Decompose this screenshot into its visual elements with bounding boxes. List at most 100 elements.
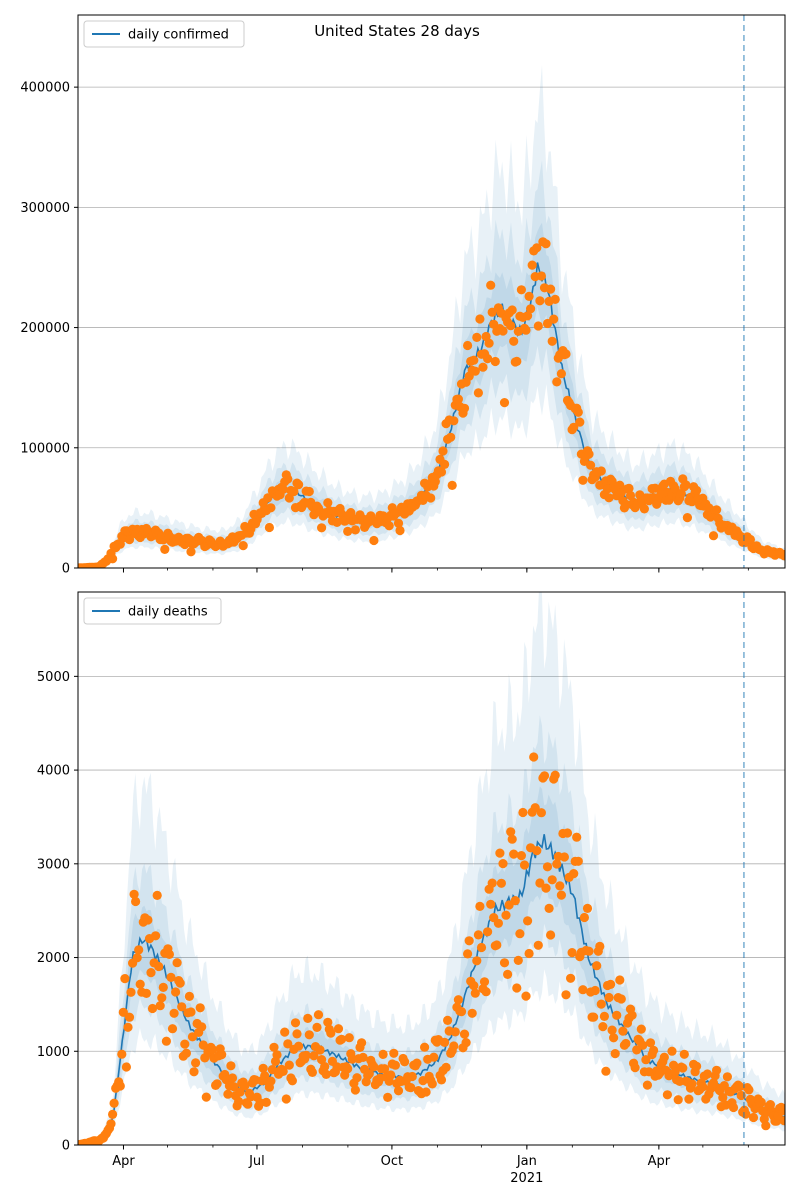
data-point bbox=[533, 940, 543, 950]
data-point bbox=[390, 1060, 400, 1070]
data-point bbox=[778, 1106, 785, 1116]
data-point bbox=[532, 243, 542, 253]
data-point bbox=[261, 1097, 271, 1107]
data-point bbox=[106, 1119, 116, 1129]
data-point bbox=[441, 1062, 451, 1072]
data-point bbox=[117, 1049, 127, 1059]
data-point bbox=[384, 521, 394, 531]
data-point bbox=[470, 366, 480, 376]
data-point bbox=[578, 475, 588, 485]
data-point bbox=[166, 972, 176, 983]
x-tick-year-label: 2021 bbox=[510, 1171, 543, 1186]
data-point bbox=[572, 832, 582, 842]
data-point bbox=[470, 988, 480, 998]
data-point bbox=[440, 1037, 450, 1047]
data-point bbox=[496, 878, 506, 888]
data-point bbox=[172, 958, 182, 968]
data-point bbox=[447, 480, 457, 490]
data-point bbox=[578, 985, 588, 995]
data-point bbox=[429, 1052, 439, 1062]
data-point bbox=[745, 534, 756, 545]
data-point bbox=[461, 1038, 471, 1048]
data-point bbox=[487, 878, 497, 888]
data-point bbox=[722, 1072, 733, 1082]
data-point bbox=[124, 1012, 135, 1022]
data-point bbox=[530, 803, 540, 813]
data-point bbox=[386, 1070, 396, 1080]
data-point bbox=[575, 417, 585, 427]
data-point bbox=[141, 988, 151, 999]
data-point bbox=[313, 1010, 324, 1020]
data-point bbox=[507, 834, 517, 844]
data-point bbox=[493, 918, 503, 928]
data-point bbox=[427, 1079, 437, 1089]
data-point bbox=[604, 992, 614, 1003]
data-point bbox=[358, 1052, 368, 1062]
legend: daily deaths bbox=[83, 597, 222, 625]
data-point bbox=[546, 930, 556, 940]
data-point bbox=[189, 1067, 199, 1077]
y-tick-label: 0 bbox=[62, 1139, 70, 1154]
data-point bbox=[506, 321, 516, 331]
data-point bbox=[547, 336, 557, 346]
data-point bbox=[481, 987, 491, 997]
data-point bbox=[406, 1083, 416, 1093]
data-point bbox=[278, 484, 288, 494]
data-point bbox=[546, 284, 556, 294]
data-point bbox=[258, 1063, 268, 1073]
data-point bbox=[469, 981, 479, 991]
data-point bbox=[566, 973, 576, 983]
data-point bbox=[320, 1062, 330, 1072]
data-point bbox=[495, 848, 505, 858]
data-point bbox=[475, 314, 485, 324]
data-point bbox=[181, 1048, 191, 1058]
data-point bbox=[718, 1092, 728, 1103]
data-point bbox=[177, 1002, 187, 1012]
data-point bbox=[350, 525, 360, 535]
data-point bbox=[627, 1010, 637, 1020]
data-point bbox=[541, 239, 551, 249]
data-point bbox=[450, 1027, 460, 1037]
data-point bbox=[606, 979, 616, 990]
data-point bbox=[698, 1082, 708, 1092]
data-point bbox=[157, 993, 167, 1003]
data-point bbox=[616, 994, 626, 1004]
data-point bbox=[152, 890, 162, 901]
data-point bbox=[120, 974, 130, 984]
data-point bbox=[552, 377, 562, 387]
data-point bbox=[518, 807, 528, 818]
data-point bbox=[524, 948, 534, 959]
data-point bbox=[692, 485, 702, 495]
y-tick-label: 5000 bbox=[37, 670, 70, 685]
data-point bbox=[670, 1067, 680, 1077]
data-point bbox=[197, 1022, 207, 1032]
data-point bbox=[595, 941, 605, 952]
y-tick-label: 0 bbox=[62, 562, 70, 577]
data-point bbox=[164, 949, 174, 960]
data-point bbox=[108, 1109, 118, 1119]
data-point bbox=[438, 446, 448, 456]
data-point bbox=[472, 332, 482, 342]
legend-label: daily confirmed bbox=[128, 28, 229, 43]
data-point bbox=[621, 1038, 631, 1049]
data-point bbox=[536, 271, 547, 281]
data-point bbox=[559, 852, 570, 862]
data-point bbox=[584, 946, 594, 956]
data-point bbox=[673, 1095, 683, 1105]
data-point bbox=[407, 1071, 417, 1082]
data-point bbox=[641, 1055, 651, 1065]
data-point bbox=[337, 1034, 347, 1044]
data-point bbox=[509, 336, 519, 346]
data-point bbox=[486, 899, 496, 909]
data-point bbox=[449, 416, 459, 426]
y-tick-label: 3000 bbox=[37, 857, 70, 872]
data-point bbox=[702, 1069, 713, 1079]
data-point bbox=[779, 1116, 785, 1126]
data-point bbox=[535, 878, 545, 888]
data-point bbox=[515, 929, 525, 939]
data-point bbox=[561, 349, 571, 359]
data-point bbox=[550, 294, 560, 304]
data-point bbox=[463, 949, 473, 959]
data-point bbox=[604, 493, 614, 503]
